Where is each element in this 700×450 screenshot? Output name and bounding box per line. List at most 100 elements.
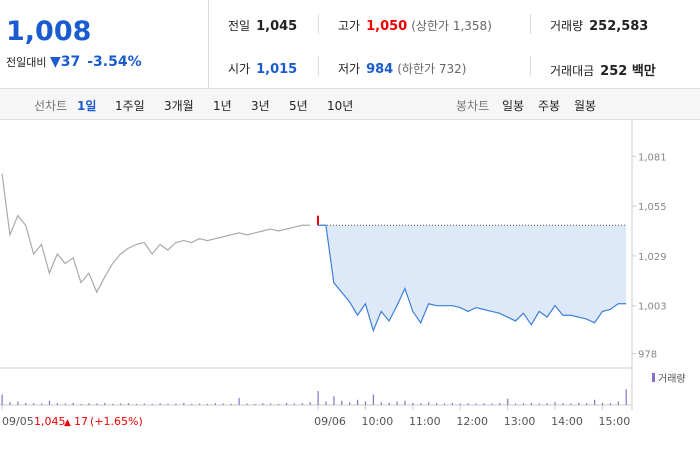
volume-bar (546, 403, 548, 405)
volume-bar (191, 403, 193, 405)
stat-label: 저가 (338, 62, 361, 76)
y-tick-label: 1,029 (638, 252, 667, 263)
volume-bar (562, 403, 564, 405)
volume-bar (33, 403, 35, 405)
stat: 저가 984 (하한가 732) (338, 60, 466, 77)
tab[interactable]: 3년 (251, 99, 270, 113)
volume-bar (364, 401, 367, 405)
volume-bar (459, 403, 461, 405)
stat-note: (하한가 732) (397, 62, 467, 76)
stat-note: (상한가 1,358) (411, 19, 492, 33)
x-tick-label: 09/06 (314, 415, 346, 428)
volume-bar (538, 403, 540, 405)
stat: 고가 1,050 (상한가 1,358) (338, 17, 492, 34)
volume-bar (278, 403, 280, 405)
y-tick-label: 1,081 (638, 152, 667, 163)
stat-label: 거래량 (550, 19, 584, 33)
volume-bar (96, 403, 98, 405)
tab[interactable]: 1년 (213, 99, 232, 113)
volume-bar (443, 403, 446, 405)
volume-bar (175, 403, 177, 405)
stat-value: 1,050 (366, 19, 408, 34)
tab-label: 봉차트 (456, 99, 490, 113)
volume-bar (167, 403, 169, 405)
tab-bar: 선차트 1일 1주일 3개월 1년 3년 5년 10년 봉차트 일봉 주봉 월봉 (0, 89, 700, 120)
divider (530, 56, 531, 76)
volume-bar (491, 403, 493, 405)
tab[interactable]: 1주일 (115, 99, 145, 113)
volume-bar (412, 402, 414, 405)
volume-bar (325, 401, 327, 405)
volume-bar (594, 399, 596, 405)
tab[interactable]: 1일 (77, 99, 97, 113)
y-tick-label: 1,003 (638, 302, 667, 313)
volume-bar (617, 401, 619, 405)
volume-bar (451, 402, 453, 405)
stat: 거래대금 252 백만 (550, 60, 656, 79)
volume-bar (120, 403, 122, 405)
volume-bar (396, 401, 398, 405)
legend-swatch (652, 373, 655, 382)
price-line (1, 173, 311, 294)
stat: 시가 1,015 (228, 60, 297, 77)
volume-bar (317, 391, 319, 405)
volume-bar (230, 403, 232, 405)
volume-bar (333, 396, 335, 405)
x-tick-label: 09/05 (2, 415, 34, 428)
volume-bar (254, 403, 256, 405)
volume-bar (222, 403, 224, 405)
volume-bar (578, 402, 580, 405)
change: 전일대비 ▼37 -3.54% (6, 54, 142, 70)
x-tick-label: 11:00 (409, 415, 441, 428)
volume-bar (554, 402, 556, 405)
tab[interactable]: 주봉 (538, 99, 561, 113)
volume-bar (428, 402, 430, 405)
volume-bar (246, 403, 248, 405)
volume-bar (570, 403, 572, 405)
x-tick-label: 12:00 (456, 415, 488, 428)
divider (318, 56, 319, 76)
volume-bar (25, 402, 27, 405)
tab[interactable]: 5년 (289, 99, 308, 113)
legend-label: 거래량 (658, 373, 686, 385)
volume-bar (127, 403, 130, 405)
x-tick-label: 10:00 (362, 415, 394, 428)
volume-bar (349, 402, 351, 405)
volume-bar (609, 403, 611, 405)
x-tick-label: 13:00 (504, 415, 536, 428)
volume-bar (64, 403, 66, 405)
volume-bar (586, 403, 588, 405)
volume-bar (56, 403, 58, 405)
tab[interactable]: 3개월 (164, 99, 194, 113)
stat-value: 1,045 (256, 19, 298, 34)
tab[interactable]: 일봉 (502, 99, 525, 113)
volume-bar (143, 403, 145, 405)
volume-bar (112, 403, 114, 405)
volume-bar (467, 403, 469, 405)
stat-value: 252 백만 (600, 64, 656, 79)
header: 1,008 전일대비 ▼37 -3.54% 전일 1,045 고가 1,050 (상한가… (0, 0, 700, 89)
volume-bar (357, 399, 359, 405)
tab[interactable]: 월봉 (574, 99, 597, 113)
tab[interactable]: 10년 (327, 99, 354, 113)
volume-bar (420, 403, 422, 405)
stat-value: 1,015 (256, 62, 298, 77)
volume-bar (151, 403, 153, 405)
volume-bar (475, 403, 477, 405)
stat-label: 고가 (338, 19, 361, 33)
volume-bar (388, 402, 390, 405)
volume-bar (601, 402, 604, 405)
x-tick-label: 15:00 (599, 415, 631, 428)
divider (318, 14, 319, 34)
volume-bar (17, 401, 19, 405)
volume-bar (507, 398, 509, 405)
volume-bar (530, 402, 532, 405)
stat-value: 984 (366, 62, 394, 77)
volume-bar (270, 403, 272, 405)
volume-bar (48, 400, 51, 405)
volume-bar (341, 400, 343, 405)
volume-bar (522, 403, 525, 405)
stat-value: 252,583 (589, 19, 649, 34)
volume-bar (499, 402, 501, 405)
